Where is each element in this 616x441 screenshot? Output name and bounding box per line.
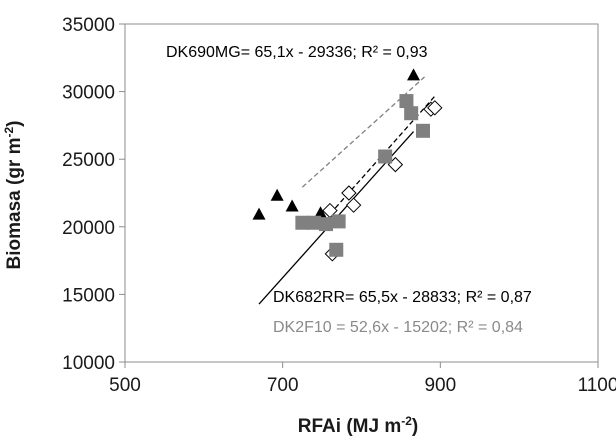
- x-tick-label: 900: [424, 375, 456, 396]
- dk682rr-equation-label: DK682RR= 65,5x - 28833; R² = 0,87: [273, 289, 532, 306]
- dk2f10-trendline: [301, 76, 426, 188]
- y-axis-title: Biomasa (gr m-2): [2, 121, 25, 270]
- dk690mg-point: [407, 68, 421, 81]
- dk690mg-point: [252, 207, 266, 220]
- y-tick-label: 25000: [62, 150, 115, 171]
- dk2f10-point: [295, 215, 310, 230]
- x-tick-label: 500: [109, 375, 141, 396]
- x-tick-label: 1100: [578, 375, 616, 396]
- y-tick-label: 10000: [62, 353, 115, 374]
- dk2f10-point: [378, 149, 393, 164]
- plot-area: 10000 15000 20000 25000 30000 35000 500 700 900 1…: [62, 15, 616, 396]
- plot-frame: [124, 23, 599, 363]
- dk690mg-point: [270, 188, 284, 201]
- y-tick-label: 35000: [62, 15, 115, 36]
- dk2f10-point: [307, 215, 322, 230]
- dk2f10-equation-label: DK2F10 = 52,6x - 15202; R² = 0,84: [273, 319, 523, 336]
- dk682rr-point: [345, 197, 362, 213]
- dk2f10-point: [399, 94, 414, 109]
- dk690mg-equation-label: DK690MG= 65,1x - 29336; R² = 0,93: [166, 44, 428, 61]
- dk2f10-point: [319, 217, 334, 232]
- dk2f10-point: [404, 106, 419, 121]
- dk2f10-point: [415, 123, 430, 138]
- dk2f10-point: [331, 214, 346, 229]
- x-axis-title: RFAi (MJ m-2): [298, 414, 418, 437]
- x-tick-label: 700: [267, 375, 299, 396]
- dk690mg-point: [285, 199, 299, 212]
- dk2f10-point: [329, 242, 344, 257]
- dk690mg-point: [314, 206, 328, 219]
- y-tick-label: 30000: [62, 83, 115, 104]
- y-tick-label: 20000: [62, 218, 115, 239]
- y-tick-label: 15000: [62, 285, 115, 306]
- dk682rr-point: [427, 100, 443, 116]
- dk682rr-point: [341, 185, 357, 201]
